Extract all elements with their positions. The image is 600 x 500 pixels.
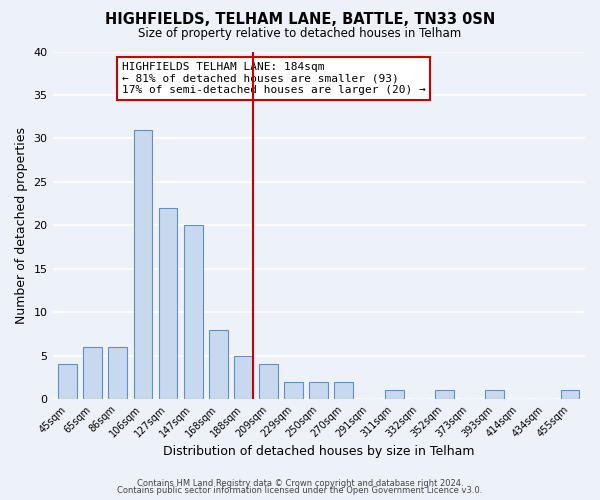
Y-axis label: Number of detached properties: Number of detached properties	[15, 127, 28, 324]
Text: Contains HM Land Registry data © Crown copyright and database right 2024.: Contains HM Land Registry data © Crown c…	[137, 478, 463, 488]
Bar	[158, 208, 178, 399]
Bar	[58, 364, 77, 399]
Text: Size of property relative to detached houses in Telham: Size of property relative to detached ho…	[139, 28, 461, 40]
Text: Contains public sector information licensed under the Open Government Licence v3: Contains public sector information licen…	[118, 486, 482, 495]
Bar	[259, 364, 278, 399]
Bar	[485, 390, 504, 399]
Bar	[209, 330, 228, 399]
Bar	[435, 390, 454, 399]
Text: HIGHFIELDS TELHAM LANE: 184sqm
← 81% of detached houses are smaller (93)
17% of : HIGHFIELDS TELHAM LANE: 184sqm ← 81% of …	[122, 62, 425, 95]
Bar	[310, 382, 328, 399]
Bar	[284, 382, 303, 399]
Bar	[234, 356, 253, 399]
Bar	[385, 390, 404, 399]
Bar	[560, 390, 580, 399]
Bar	[109, 347, 127, 399]
Text: HIGHFIELDS, TELHAM LANE, BATTLE, TN33 0SN: HIGHFIELDS, TELHAM LANE, BATTLE, TN33 0S…	[105, 12, 495, 28]
X-axis label: Distribution of detached houses by size in Telham: Distribution of detached houses by size …	[163, 444, 475, 458]
Bar	[184, 226, 203, 399]
Bar	[334, 382, 353, 399]
Bar	[134, 130, 152, 399]
Bar	[83, 347, 102, 399]
